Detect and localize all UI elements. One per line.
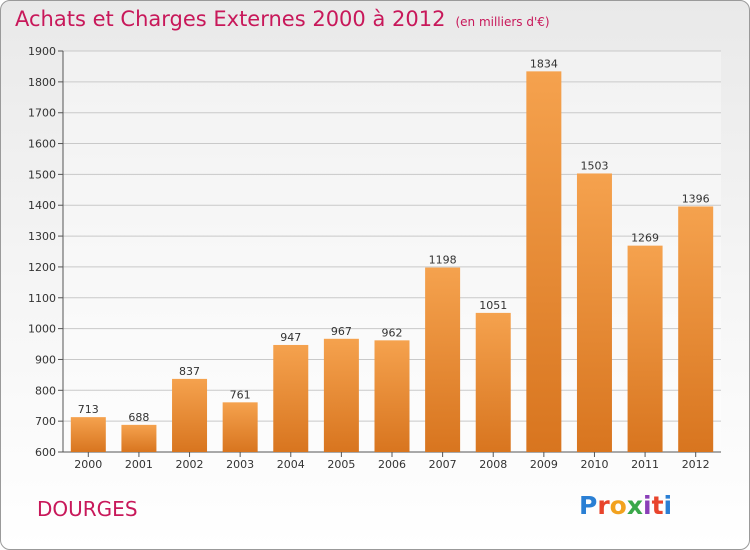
data-label: 1396 [682,192,710,205]
bar [526,71,562,452]
bar [273,344,309,452]
commune-name: DOURGES [37,497,138,521]
bar [121,424,157,452]
x-tick-label: 2006 [378,458,406,471]
bar [627,245,663,452]
bar [222,402,258,452]
bar [425,267,461,452]
x-tick-label: 2007 [429,458,457,471]
logo-letter: i [663,491,673,520]
logo-letter: o [609,491,627,520]
y-tick-label: 800 [35,384,56,397]
logo-letter: r [597,491,610,520]
logo-letter: i [643,491,652,520]
y-tick-label: 1500 [28,168,56,181]
y-tick-label: 1200 [28,261,56,274]
bar [70,417,106,452]
y-tick-label: 600 [35,446,56,459]
title-text: Achats et Charges Externes 2000 à 2012 [15,7,446,31]
y-tick-label: 700 [35,415,56,428]
bar [576,173,612,452]
data-label: 1503 [580,159,608,172]
logo-letter: t [651,491,664,520]
bar [475,312,511,452]
data-label: 947 [280,331,301,344]
bar [678,206,714,452]
data-label: 1834 [530,57,558,70]
data-label: 1269 [631,232,659,245]
x-tick-label: 2004 [277,458,305,471]
y-tick-label: 900 [35,353,56,366]
logo-letter: x [626,491,643,520]
data-label: 761 [230,388,251,401]
y-tick-label: 1300 [28,230,56,243]
y-tick-label: 1400 [28,199,56,212]
bar [172,378,208,452]
data-label: 713 [78,403,99,416]
x-tick-label: 2003 [226,458,254,471]
chart-title: Achats et Charges Externes 2000 à 2012 (e… [15,7,550,31]
unit-note: (en milliers d'€) [455,15,550,29]
x-tick-label: 2010 [580,458,608,471]
x-tick-label: 2008 [479,458,507,471]
y-tick-label: 1700 [28,107,56,120]
bar [323,338,359,452]
x-tick-label: 2000 [74,458,102,471]
y-tick-label: 1000 [28,323,56,336]
data-label: 688 [128,411,149,424]
data-label: 1051 [479,299,507,312]
x-tick-label: 2005 [327,458,355,471]
x-tick-label: 2011 [631,458,659,471]
data-label: 837 [179,365,200,378]
data-label: 967 [331,325,352,338]
y-tick-label: 1800 [28,76,56,89]
y-tick-label: 1900 [28,45,56,58]
x-tick-label: 2001 [125,458,153,471]
data-label: 962 [382,326,403,339]
x-tick-label: 2012 [682,458,710,471]
x-tick-label: 2009 [530,458,558,471]
y-tick-label: 1100 [28,292,56,305]
bar [374,340,410,452]
data-label: 1198 [429,254,457,267]
proxiti-logo: Proxiti [579,491,672,520]
logo-letter: P [579,491,598,520]
y-tick-label: 1600 [28,138,56,151]
x-tick-label: 2002 [176,458,204,471]
